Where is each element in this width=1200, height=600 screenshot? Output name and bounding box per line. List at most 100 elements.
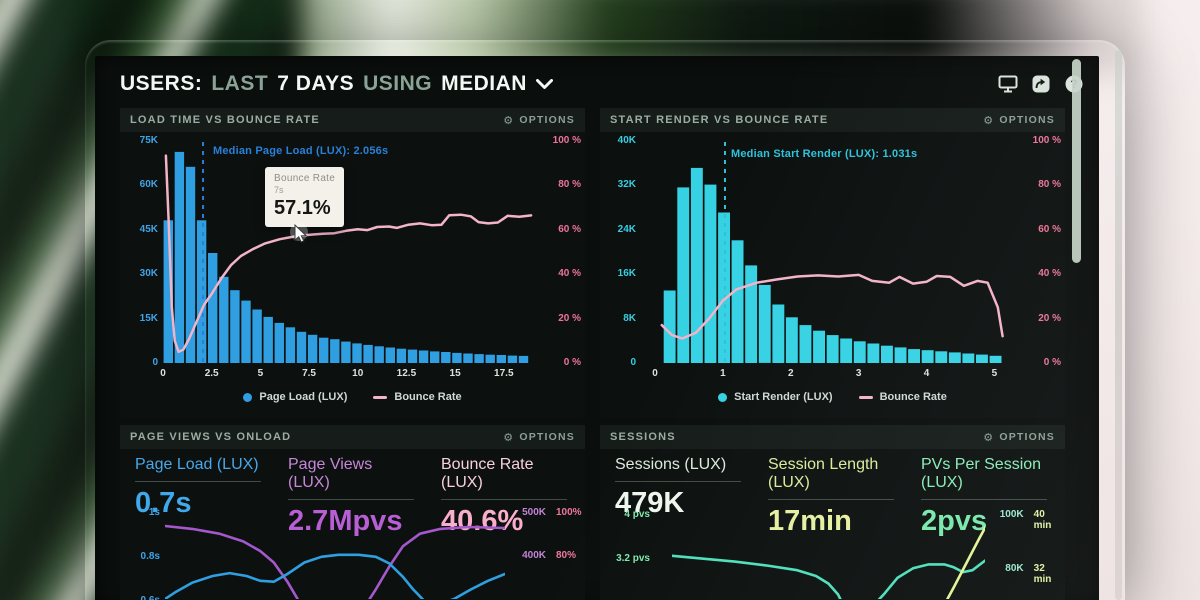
metric: Page Load (LUX) 0.7s <box>135 456 261 538</box>
histogram-bar <box>396 348 407 363</box>
histogram-bar <box>704 184 717 363</box>
axis-tick: 0 <box>652 368 658 379</box>
y-axis-left: 1s 0.8s 0.6s <box>126 507 160 600</box>
histogram-bar <box>241 300 251 363</box>
histogram-bar <box>507 355 518 363</box>
options-label: OPTIONS <box>999 431 1055 443</box>
axis-tick: 8K <box>623 312 636 324</box>
histogram-bar <box>474 354 484 363</box>
histogram-bar <box>430 351 440 363</box>
gear-icon: ⚙ <box>983 430 995 444</box>
axis-tick: 100% <box>556 507 582 518</box>
chart-plot-start-render[interactable] <box>655 140 1008 368</box>
gear-icon: ⚙ <box>503 430 515 444</box>
histogram-bar <box>363 344 373 363</box>
axis-tick: 0 % <box>563 356 581 368</box>
histogram-bar <box>989 355 1002 363</box>
histogram-bar <box>230 290 240 363</box>
metric-label: Sessions (LUX) <box>615 456 727 473</box>
axis-tick: 2 <box>787 368 794 379</box>
metric-rule <box>288 499 414 500</box>
axis-tick: 15K <box>139 312 158 324</box>
histogram-bar <box>518 355 529 363</box>
panel-title: PAGE VIEWS VS ONLOAD <box>130 431 292 443</box>
legend-item[interactable]: Start Render (LUX) <box>718 391 833 403</box>
metric-dropdown[interactable]: MEDIAN <box>441 72 553 96</box>
histogram-bar <box>441 352 451 363</box>
panel-title: START RENDER VS BOUNCE RATE <box>610 114 829 126</box>
options-button[interactable]: ⚙ OPTIONS <box>503 431 575 444</box>
laptop-edge-highlight <box>1115 50 1122 600</box>
axis-tick: 2.5 <box>204 368 219 379</box>
axis-tick: 100 % <box>1032 135 1061 146</box>
tooltip-value: 57.1% <box>274 197 331 219</box>
options-button[interactable]: ⚙ OPTIONS <box>983 114 1055 127</box>
histogram-bar <box>948 352 961 363</box>
axis-tick: 500K <box>522 507 546 518</box>
histogram-bar <box>418 350 429 363</box>
legend-item[interactable]: Page Load (LUX) <box>243 391 347 403</box>
panel-page-views-onload: PAGE VIEWS VS ONLOAD ⚙ OPTIONS Page Load… <box>120 425 585 600</box>
histogram-bar <box>352 343 362 363</box>
dashboard-screen: USERS: LAST 7 DAYS USING MEDIAN <box>95 56 1099 600</box>
histogram-bar <box>976 354 988 363</box>
axis-tick: 1 <box>720 368 726 379</box>
axis-tick: 4 pvs <box>624 509 650 520</box>
histogram-bar <box>219 276 229 363</box>
histogram-bar <box>663 290 676 363</box>
scrollbar-thumb[interactable] <box>1072 59 1081 263</box>
display-icon[interactable] <box>998 75 1018 93</box>
chart-tooltip: Bounce Rate 7s 57.1% <box>265 167 345 227</box>
axis-tick: 60 % <box>1038 223 1061 235</box>
panel-titlebar: START RENDER VS BOUNCE RATE ⚙ OPTIONS <box>600 108 1065 132</box>
chart-plot-load-time[interactable] <box>163 140 533 368</box>
metric-value: 40.6% <box>441 505 524 537</box>
tooltip-x-value: 7s <box>274 185 284 195</box>
options-button[interactable]: ⚙ OPTIONS <box>983 431 1055 444</box>
legend-label: Bounce Rate <box>879 391 947 403</box>
histogram-bar <box>341 341 351 363</box>
panel-sessions: SESSIONS ⚙ OPTIONS Sessions (LUX) 479K Ses… <box>600 425 1065 600</box>
metric-value: 17min <box>768 505 852 537</box>
chart-plot-sessions[interactable] <box>670 503 990 600</box>
metric-rule <box>768 499 894 500</box>
axis-tick: 1s <box>148 507 160 518</box>
legend-item[interactable]: Bounce Rate <box>373 391 462 403</box>
legend-item[interactable]: Bounce Rate <box>858 391 947 403</box>
axis-tick: 0 % <box>1043 356 1061 368</box>
axis-tick-pair: 400K 80% <box>512 550 582 561</box>
header-range-word: LAST <box>211 72 269 95</box>
axis-tick: 60 % <box>558 223 581 235</box>
axis-tick: 30K <box>139 268 158 280</box>
histogram-bar <box>163 220 173 363</box>
metric-rule <box>135 481 261 482</box>
series-line <box>163 553 507 600</box>
mouse-cursor-icon <box>288 222 314 253</box>
axis-tick: 0 <box>160 368 166 379</box>
chart-legend: Page Load (LUX) Bounce Rate <box>120 391 585 403</box>
histogram-bar <box>285 327 296 363</box>
share-icon[interactable] <box>1031 75 1051 93</box>
histogram-bar <box>496 355 506 363</box>
series-line <box>945 520 990 600</box>
axis-tick: 60K <box>139 179 158 191</box>
axis-tick: 4 <box>923 368 930 379</box>
header-days: 7 DAYS <box>277 72 355 95</box>
axis-tick: 3 <box>855 368 862 379</box>
x-axis: 0 1 2 3 4 5 <box>652 368 1008 382</box>
axis-tick: 40K <box>617 135 636 146</box>
histogram-bar <box>185 166 196 363</box>
histogram-bar <box>962 353 975 363</box>
metric-rule <box>441 499 567 500</box>
histogram-bar <box>853 341 866 363</box>
panel-start-render: START RENDER VS BOUNCE RATE ⚙ OPTIONS 40… <box>600 108 1065 418</box>
metric-value: 2pvs <box>921 505 988 537</box>
axis-tick: 80 % <box>558 179 581 191</box>
options-button[interactable]: ⚙ OPTIONS <box>503 114 575 127</box>
histogram-bar <box>274 322 284 363</box>
legend-line-icon <box>373 395 388 399</box>
metric-label: Session Length (LUX) <box>768 456 879 491</box>
chart-plot-page-views[interactable] <box>163 503 507 600</box>
axis-tick: 32 min <box>1033 563 1052 585</box>
metric-rule <box>615 481 741 482</box>
